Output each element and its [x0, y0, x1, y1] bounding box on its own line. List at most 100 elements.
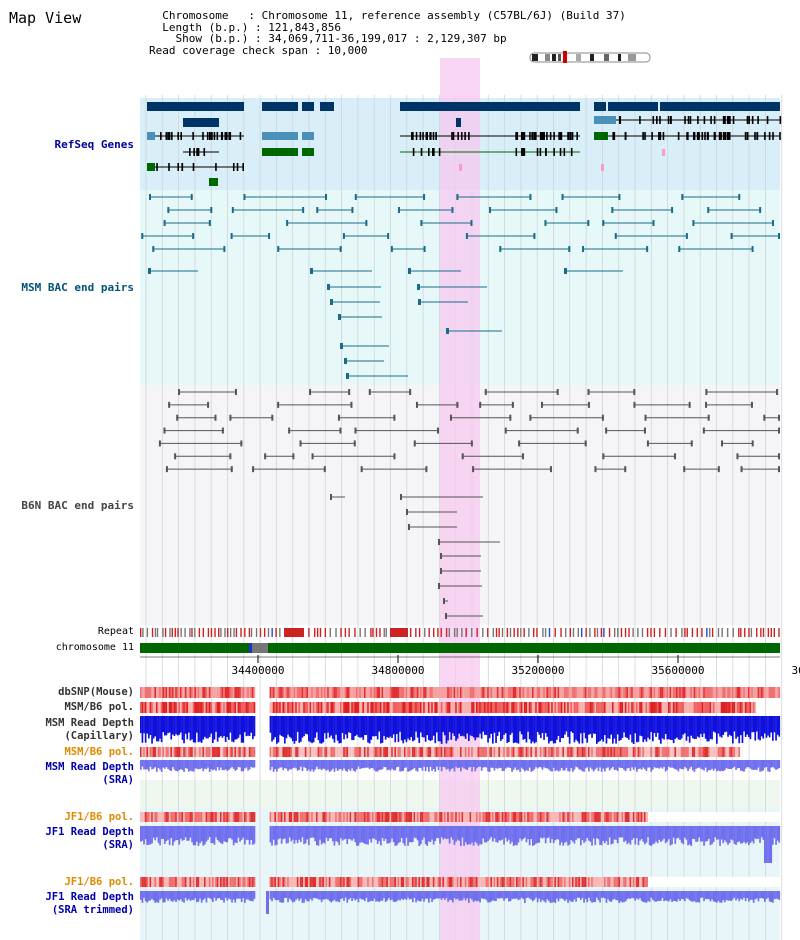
heat-cell [522, 747, 525, 757]
depth-bar [492, 760, 494, 768]
depth-bar [338, 760, 341, 770]
b6n-bac-end-pairs-label[interactable]: B6N BAC end pairs [21, 499, 134, 512]
heat-cell [559, 687, 561, 698]
depth-bar [431, 716, 433, 740]
heat-cell [503, 812, 505, 822]
depth-bar [570, 891, 573, 902]
heat-cell [367, 702, 369, 713]
heat-cell [170, 812, 173, 822]
heat-cell [296, 747, 299, 757]
heat-cell [445, 747, 448, 757]
jf1-read-depth-sra-label[interactable]: JF1 Read Depth (SRA) [2, 826, 134, 851]
depth-bar [511, 716, 513, 733]
depth-bar [340, 891, 342, 900]
heat-cell [692, 687, 694, 698]
depth-bar [252, 716, 254, 740]
heat-cell [712, 702, 715, 713]
depth-bar [773, 826, 776, 839]
dbsnp-label[interactable]: dbSNP(Mouse) [58, 686, 134, 698]
heat-cell [620, 812, 622, 822]
depth-bar [618, 716, 621, 741]
depth-bar [640, 826, 643, 839]
msm-bac-pair-end [685, 233, 688, 239]
depth-bar [303, 891, 305, 903]
msm-bac-pair-end [446, 328, 449, 334]
msm-b6-pol-label[interactable]: MSM/B6 pol. [64, 701, 134, 713]
depth-bar [562, 716, 565, 739]
depth-bar [458, 760, 461, 768]
jf1-read-depth-trimmed-label[interactable]: JF1 Read Depth (SRA trimmed) [2, 891, 134, 916]
msm-read-depth-sra-label[interactable]: MSM Read Depth (SRA) [2, 761, 134, 786]
msm-bac-end-pairs-label[interactable]: MSM BAC end pairs [21, 281, 134, 294]
depth-bar [693, 826, 696, 840]
depth-bar [735, 826, 737, 845]
depth-bar [312, 716, 315, 743]
depth-bar [196, 760, 198, 769]
depth-bar [328, 716, 331, 738]
exon [415, 132, 418, 140]
heat-cell [712, 687, 715, 698]
heat-cell [668, 747, 670, 757]
heat-cell [175, 812, 177, 822]
depth-bar [239, 716, 241, 735]
jf1-b6-pol-trimmed-label[interactable]: JF1/B6 pol. [64, 876, 134, 888]
depth-bar [626, 826, 629, 845]
depth-bar [250, 826, 253, 841]
depth-bar [418, 716, 421, 743]
heat-cell [223, 877, 225, 887]
ideogram-position-marker [563, 51, 567, 63]
heat-cell [389, 877, 392, 887]
depth-bar [440, 891, 443, 900]
heat-cell [504, 702, 507, 713]
heat-cell [279, 702, 281, 713]
depth-bar [244, 891, 246, 903]
depth-bar [338, 891, 341, 903]
b6n-bac-pair-end [705, 401, 708, 408]
depth-bar [488, 891, 491, 903]
depth-bar [287, 891, 289, 903]
repeat-element [501, 628, 504, 637]
heat-cell [413, 877, 416, 887]
msm-b6-pol-sra-label[interactable]: MSM/B6 pol. [64, 746, 134, 758]
heat-cell [144, 687, 147, 698]
depth-bar [605, 891, 608, 903]
heat-cell [556, 812, 558, 822]
repeat-element [184, 628, 186, 637]
heat-cell [480, 877, 483, 887]
heat-cell [528, 747, 531, 757]
depth-bar [160, 760, 163, 772]
depth-bar [181, 891, 184, 902]
depth-bar [399, 760, 401, 772]
exon [744, 132, 747, 140]
b6n-bac-pair-end [425, 466, 428, 473]
depth-bar [680, 891, 683, 899]
heat-cell [325, 747, 328, 757]
depth-bar [413, 826, 416, 838]
heat-cell [751, 702, 753, 713]
heat-cell [333, 687, 336, 698]
exon [553, 132, 555, 140]
refseq-genes-label[interactable]: RefSeq Genes [54, 138, 134, 151]
depth-bar [757, 826, 760, 839]
heat-cell [220, 702, 222, 713]
heat-cell [599, 747, 601, 757]
depth-bar [730, 891, 733, 901]
heat-cell [188, 812, 190, 822]
exon [549, 132, 552, 140]
repeat-element [191, 628, 193, 637]
heat-cell [394, 747, 397, 757]
heat-cell [482, 812, 485, 822]
b6n-bac-pair-end [587, 389, 590, 395]
depth-bar [540, 760, 542, 768]
heat-cell [562, 747, 565, 757]
heat-cell [239, 702, 241, 713]
depth-bar [663, 891, 665, 902]
msm-read-depth-capillary-label[interactable]: MSM Read Depth (Capillary) [2, 717, 134, 742]
heat-cell [591, 877, 593, 887]
depth-bar [456, 891, 459, 899]
depth-bar [360, 760, 363, 769]
jf1-b6-pol-label[interactable]: JF1/B6 pol. [64, 811, 134, 823]
heat-cell [304, 747, 307, 757]
heat-cell [690, 687, 693, 698]
